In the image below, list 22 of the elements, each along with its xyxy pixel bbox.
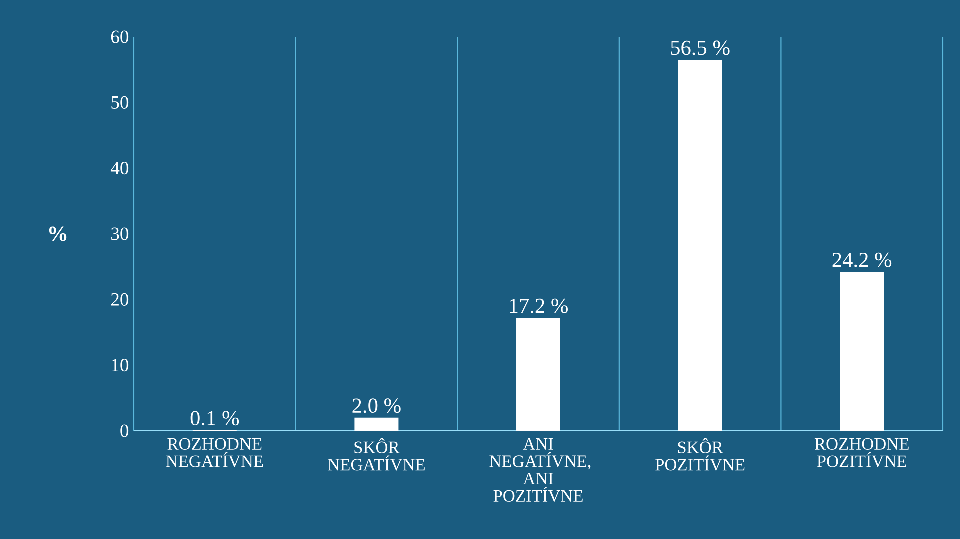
y-axis-title: % <box>49 226 67 242</box>
data-label: 2.0 % <box>352 398 401 414</box>
x-tick-label: ANI NEGATÍVNE, ANI POZITÍVNE <box>490 438 591 502</box>
data-label: 0.1 % <box>190 411 240 426</box>
bar <box>840 272 884 431</box>
bar <box>354 418 399 431</box>
y-tick-label: 20 <box>111 293 129 306</box>
y-tick-label: 10 <box>112 359 129 372</box>
y-tick-label: 30 <box>112 228 129 240</box>
x-tick-label: SKÔR POZITÍVNE <box>656 438 745 471</box>
bar <box>516 318 560 431</box>
x-tick-label: ROZHODNE POZITÍVNE <box>814 438 909 468</box>
y-tick-label: 0 <box>120 424 129 438</box>
x-tick-label: SKÔR NEGATÍVNE <box>328 438 425 471</box>
data-label: 56.5 % <box>671 40 730 56</box>
y-tick-label: 40 <box>110 162 129 175</box>
bar <box>678 60 722 431</box>
data-label: 17.2 % <box>510 298 568 314</box>
y-tick-label: 50 <box>112 96 129 109</box>
x-tick-label: ROZHODNE NEGATÍVNE <box>166 438 264 468</box>
y-tick-label: 60 <box>111 30 129 44</box>
data-label: 24.2 % <box>832 252 892 268</box>
